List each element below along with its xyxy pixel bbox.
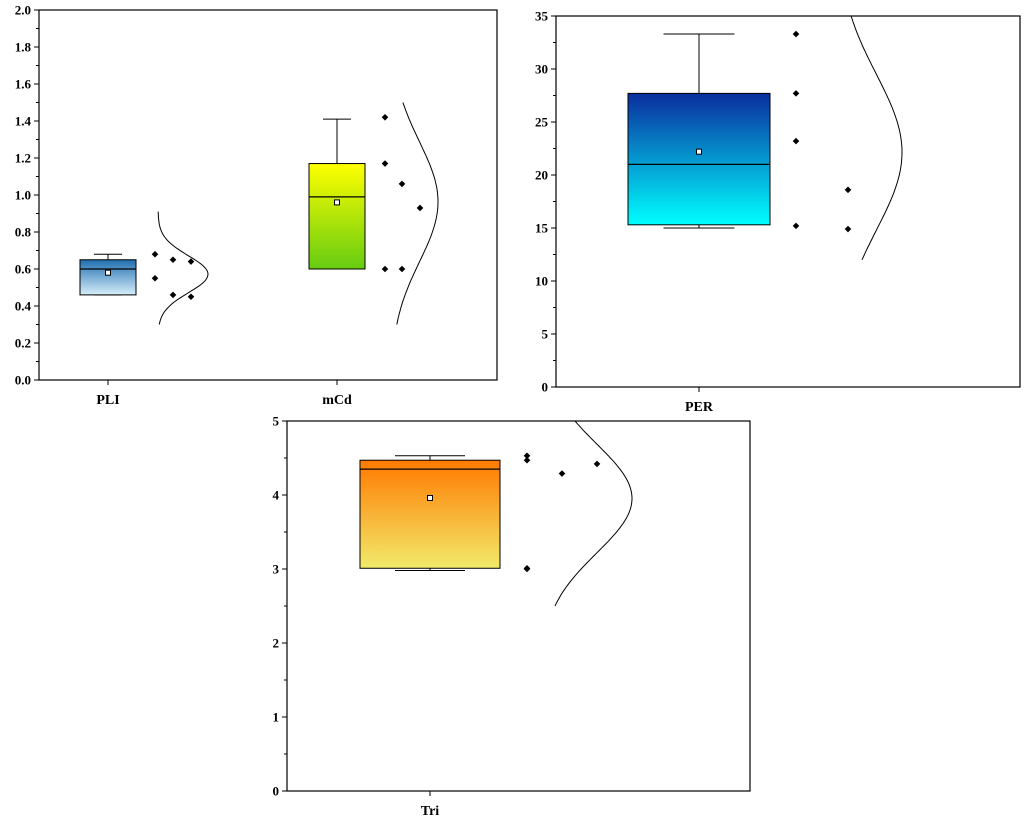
y-tick-label: 5: [273, 414, 280, 429]
data-point: [416, 204, 424, 212]
plot-frame: [555, 15, 1021, 388]
y-tick-label: 0.2: [15, 336, 31, 351]
distribution-curve: [396, 102, 439, 325]
box-body: [359, 459, 501, 569]
y-tick-label: 30: [535, 62, 548, 77]
mean-marker: [334, 199, 340, 206]
data-point: [187, 258, 195, 265]
distribution-curve: [554, 420, 633, 607]
y-tick-label: 2.0: [15, 3, 31, 18]
y-tick-label: 1.8: [15, 40, 32, 55]
data-point: [523, 452, 531, 460]
data-point: [398, 265, 406, 273]
category-label: PLI: [96, 393, 119, 408]
distribution-curve: [850, 15, 903, 261]
panel-pli-mcd: 0.0 0.2 0.4 0.6 0.8 1.0 1.2 1.4 1.6 1.8 2.0 PLI mCd: [15, 3, 498, 408]
y-tick-label: 0: [542, 380, 549, 395]
data-point: [381, 160, 389, 167]
y-tick-label: 0.6: [15, 262, 32, 277]
y-tick-label: 5: [542, 327, 549, 342]
data-point: [792, 90, 800, 97]
y-tick-label: 4: [273, 488, 280, 503]
data-point: [792, 222, 800, 230]
y-tick-label: 20: [535, 168, 548, 183]
data-point: [523, 564, 531, 572]
y-tick-label: 1.4: [15, 114, 32, 129]
data-point: [187, 293, 195, 301]
mean-marker: [427, 494, 433, 501]
data-point: [169, 256, 177, 264]
y-tick-label: 0: [273, 784, 280, 799]
y-tick-label: 15: [535, 221, 549, 236]
y-tick-label: 0.4: [15, 299, 32, 314]
data-point: [169, 291, 177, 299]
y-tick-label: 1.6: [15, 77, 32, 92]
panel-tri: 0 1 2 3 4 5 Tri: [273, 414, 751, 817]
data-point: [792, 30, 800, 38]
mean-marker: [105, 269, 111, 276]
data-point: [381, 114, 389, 121]
box-body: [627, 92, 771, 226]
data-point: [151, 250, 159, 258]
y-tick-label: 0.8: [15, 225, 32, 240]
data-point: [151, 274, 159, 282]
category-label: Tri: [421, 804, 440, 817]
y-tick-label: 10: [535, 274, 548, 289]
data-point: [593, 460, 601, 468]
box-body: [308, 163, 366, 270]
y-tick-label: 25: [535, 115, 549, 130]
data-point: [792, 137, 800, 145]
y-tick-label: 0.0: [15, 373, 31, 388]
plot-frame: [38, 9, 498, 381]
data-point: [523, 456, 531, 464]
data-point: [558, 470, 566, 477]
data-point: [844, 225, 852, 233]
box-body: [79, 259, 137, 296]
category-label: mCd: [322, 393, 352, 408]
y-tick-label: 1: [273, 710, 280, 725]
y-tick-label: 3: [273, 562, 280, 577]
category-label: PER: [685, 400, 714, 415]
y-tick-label: 1.0: [15, 188, 31, 203]
mean-marker: [696, 148, 702, 155]
y-tick-label: 35: [535, 9, 549, 24]
panel-per: 0 5 10 15 20 25 30 35 PER: [535, 9, 1021, 415]
y-tick-label: 2: [273, 636, 280, 651]
data-point: [844, 186, 852, 194]
plot-frame: [286, 420, 751, 792]
y-tick-label: 1.2: [15, 151, 31, 166]
data-point: [381, 265, 389, 273]
distribution-curve: [157, 211, 209, 325]
data-point: [398, 180, 406, 188]
